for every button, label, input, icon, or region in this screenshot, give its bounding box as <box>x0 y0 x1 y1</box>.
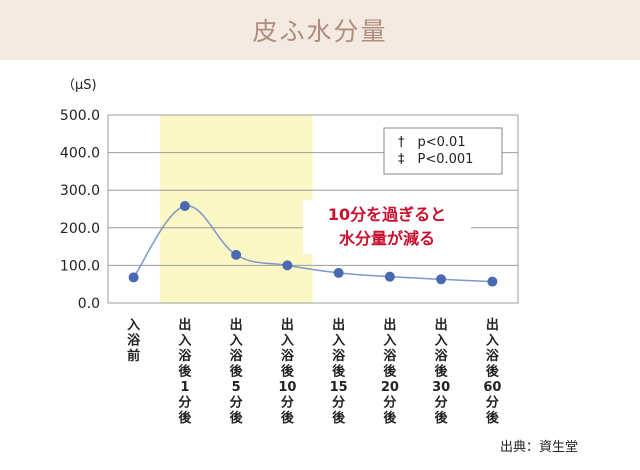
x-tick-label: 出入浴後 20 分後 <box>381 317 399 426</box>
x-tick-label: 出入浴後 15 分後 <box>330 317 348 426</box>
y-tick-label: 200.0 <box>60 221 100 237</box>
data-point <box>333 267 344 278</box>
annotation-text: 10分を過ぎると <box>328 205 446 224</box>
legend-box <box>383 127 503 175</box>
y-unit-label: （μS) <box>62 78 97 93</box>
annotation-box <box>303 200 471 254</box>
page-title: 皮ふ水分量 <box>252 17 388 46</box>
x-tick-label: 出入浴後 10 分後 <box>278 317 296 426</box>
y-tick-label: 400.0 <box>60 146 100 162</box>
x-tick-label: 入浴前 <box>127 318 141 364</box>
x-tick-label: 出入浴後 1 分後 <box>178 317 192 426</box>
data-point <box>282 260 293 271</box>
data-point <box>128 272 139 283</box>
x-tick-label: 出入浴後 60 分後 <box>483 317 501 426</box>
data-point <box>384 271 395 282</box>
annotation-text: 水分量が減る <box>339 229 435 248</box>
y-tick-label: 500.0 <box>60 108 100 124</box>
skin-moisture-chart: 0.0 100.0 200.0 300.0 400.0 500.0 入浴前 出入浴後 1 分後 出… <box>60 78 519 426</box>
y-tick-label: 0.0 <box>78 296 100 312</box>
y-tick-label: 100.0 <box>60 258 100 274</box>
x-tick-label: 出入浴後 5 分後 <box>230 317 244 426</box>
data-point <box>231 249 242 260</box>
y-tick-label: 300.0 <box>60 183 100 199</box>
x-tick-label: 出入浴後 30 分後 <box>432 317 450 426</box>
title-bar: 皮ふ水分量 <box>0 0 640 60</box>
legend-entry: ‡ P<0.001 <box>398 152 473 167</box>
data-point <box>487 276 498 287</box>
source-credit: 出典：資生堂 <box>499 440 578 455</box>
data-point <box>436 274 447 285</box>
legend-entry: † p<0.01 <box>398 135 466 150</box>
data-point <box>179 200 190 211</box>
